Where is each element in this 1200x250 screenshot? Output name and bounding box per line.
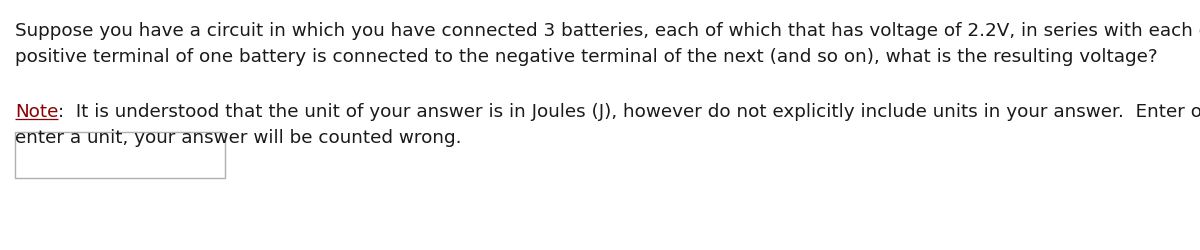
Text: Suppose you have a circuit in which you have connected 3 batteries, each of whic: Suppose you have a circuit in which you … [14,22,1200,40]
Text: Note: Note [14,102,59,120]
FancyBboxPatch shape [14,132,226,178]
Text: positive terminal of one battery is connected to the negative terminal of the ne: positive terminal of one battery is conn… [14,48,1158,66]
Text: enter a unit, your answer will be counted wrong.: enter a unit, your answer will be counte… [14,128,462,146]
Text: :  It is understood that the unit of your answer is in Joules (J), however do no: : It is understood that the unit of your… [59,102,1200,120]
